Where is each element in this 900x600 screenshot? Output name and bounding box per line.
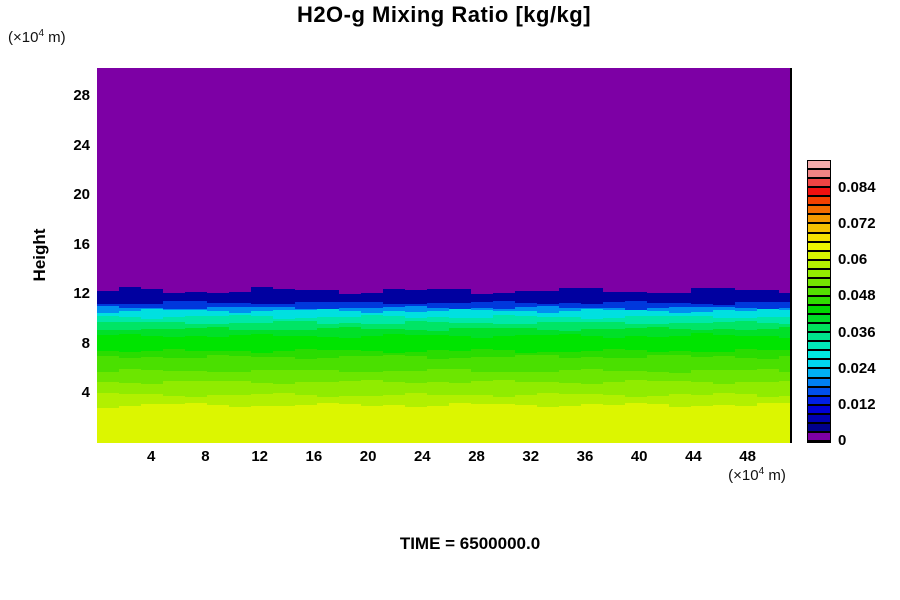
y-tick-label: 4 (81, 384, 90, 402)
colorbar-cell (808, 415, 830, 422)
x-axis-unit: (×104 m) (690, 466, 824, 484)
x-tick-label: 36 (576, 448, 594, 465)
x-tick-label: 24 (413, 448, 431, 465)
x-tick-label: 8 (201, 448, 210, 465)
x-unit-exponent: 4 (758, 466, 765, 477)
colorbar-cell (808, 433, 830, 440)
colorbar-tick-label: 0 (838, 432, 847, 449)
colorbar-cell (808, 406, 830, 413)
time-label: TIME = 6500000.0 (399, 534, 541, 553)
y-unit-exponent: 4 (38, 28, 45, 39)
y-tick-label: 20 (73, 186, 90, 204)
colorbar-cell (808, 161, 830, 168)
colorbar-cell (808, 306, 830, 313)
x-tick-label: 44 (685, 448, 702, 465)
colorbar-cell (808, 360, 830, 367)
colorbar-tick-label: 0.072 (838, 215, 876, 233)
x-tick-label: 20 (359, 448, 377, 465)
colorbar-tick-label: 0.084 (838, 179, 876, 197)
contour-field (97, 68, 791, 443)
colorbar-cell (808, 234, 830, 241)
colorbar-cell (808, 297, 830, 304)
colorbar-cell (808, 243, 830, 250)
y-tick-label: 8 (81, 334, 90, 352)
colorbar-tick-label: 0.024 (838, 359, 876, 377)
page-title: H2O-g Mixing Ratio [kg/kg] (296, 2, 592, 27)
x-tick-label: 40 (630, 448, 648, 465)
y-tick-label: 16 (73, 235, 90, 253)
colorbar-cell (808, 424, 830, 431)
colorbar-tick-label: 0.012 (838, 395, 876, 413)
colorbar-cell (808, 206, 830, 213)
x-tick-label: 4 (147, 448, 156, 465)
x-tick-label: 28 (468, 448, 485, 465)
plot-right-axis-line (790, 68, 792, 443)
x-unit-prefix: (×10 (728, 467, 759, 484)
colorbar-cell (808, 197, 830, 204)
colorbar-cell (808, 379, 830, 386)
y-unit-suffix: m) (44, 29, 66, 46)
colorbar-cell (808, 388, 830, 395)
y-axis-unit: (×104 m) (8, 28, 66, 46)
colorbar-cell (808, 288, 830, 295)
colorbar-cell (808, 342, 830, 349)
colorbar-cell (808, 188, 830, 195)
colorbar-cell (808, 324, 830, 331)
y-tick-label: 24 (73, 136, 90, 154)
y-tick-label: 28 (73, 87, 90, 105)
colorbar-cell (808, 179, 830, 186)
colorbar-cell (808, 261, 830, 268)
colorbar-cell (808, 315, 830, 322)
x-unit-suffix: m) (764, 467, 786, 484)
colorbar-tick-label: 0.036 (838, 323, 876, 341)
colorbar-cell (808, 224, 830, 232)
x-tick-label: 12 (251, 448, 268, 465)
x-tick-label: 32 (522, 448, 540, 465)
colorbar (807, 160, 831, 443)
colorbar-cell (808, 333, 830, 340)
contour-band (97, 403, 791, 443)
colorbar-cell (808, 270, 830, 277)
colorbar-tick-label: 0.048 (838, 287, 876, 305)
colorbar-tick-label: 0.06 (838, 251, 868, 269)
colorbar-cell (808, 215, 830, 222)
colorbar-cell (808, 252, 830, 259)
colorbar-cell (808, 279, 830, 286)
x-tick-label: 48 (739, 448, 756, 465)
colorbar-cell (808, 351, 830, 358)
x-tick-label: 16 (305, 448, 323, 465)
y-tick-label: 12 (73, 285, 90, 303)
y-unit-prefix: (×10 (8, 29, 39, 46)
colorbar-cell (808, 369, 830, 377)
colorbar-cell (808, 170, 830, 177)
colorbar-cell (808, 397, 830, 404)
